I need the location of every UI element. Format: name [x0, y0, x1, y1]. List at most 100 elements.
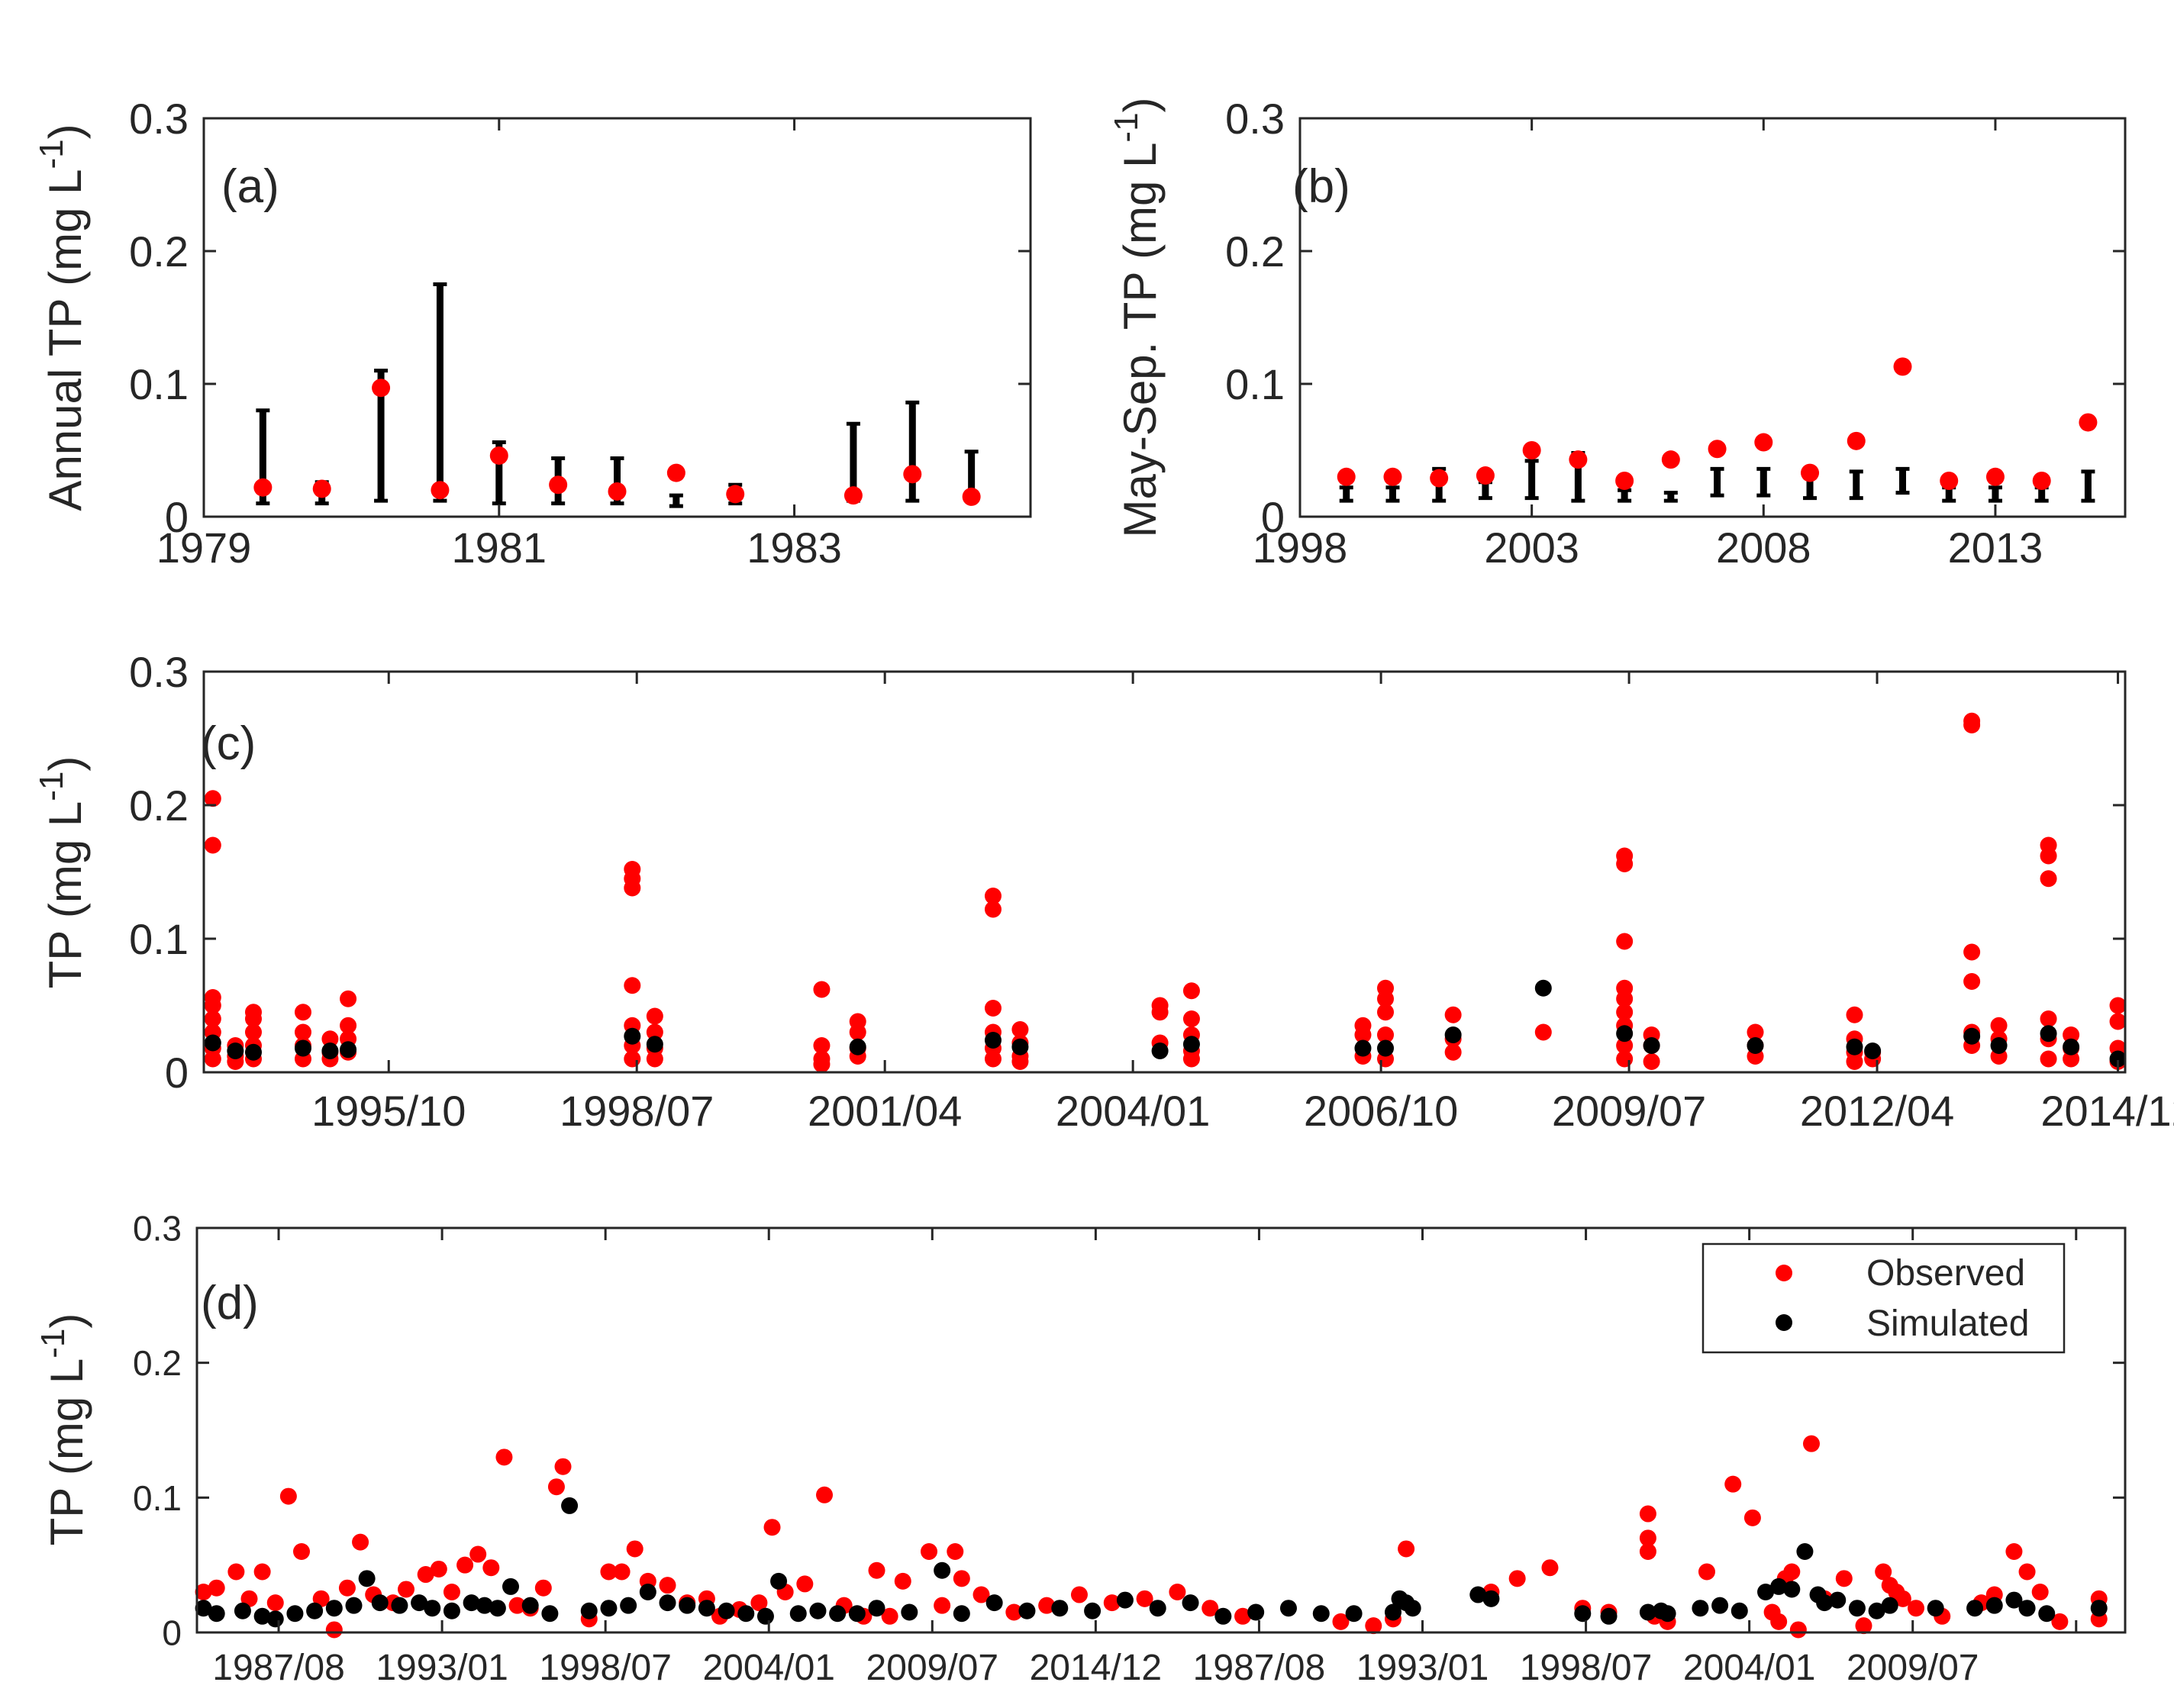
panel-d-observed-point: [279, 1487, 297, 1505]
panel-d-observed-point: [430, 1560, 447, 1577]
panel-c-observed-point: [244, 1023, 262, 1041]
panel-c-observed-point: [204, 1010, 221, 1027]
panel-d-simulated-point: [2090, 1600, 2108, 1617]
panel-c-observed-point: [1182, 982, 1200, 1000]
legend-observed-marker: [1776, 1265, 1792, 1281]
panel-d-observed-point: [508, 1597, 526, 1614]
panel-c-simulated-point: [1534, 979, 1552, 997]
panel-d-simulated-point: [424, 1600, 441, 1617]
panel-d-simulated-point: [1312, 1605, 1330, 1623]
panel-c-simulated-point: [1643, 1037, 1660, 1054]
panel-d-observed-point: [1169, 1584, 1186, 1600]
panel-d-observed-point: [626, 1540, 643, 1558]
panel-d-simulated-point: [934, 1561, 951, 1579]
panel-c-simulated-point: [2040, 1025, 2057, 1043]
panel-c-observed-point: [2040, 1050, 2057, 1068]
panel-c-observed-point: [2040, 1010, 2057, 1027]
panel-c-observed-point: [624, 879, 641, 897]
panel-d-simulated-point: [286, 1605, 304, 1623]
panel-d-observed-point: [1789, 1621, 1807, 1639]
panel-d-simulated-point: [1018, 1602, 1036, 1619]
panel-b-sim-range: [1895, 466, 1910, 495]
panel-b-ytick-label: 0.2: [1225, 227, 1285, 276]
panel-c-xtick-label: 2001/04: [808, 1087, 962, 1135]
panel-b-sim-range: [1339, 485, 1353, 503]
panel-d-observed-point: [482, 1559, 500, 1577]
panel-a-xtick-label: 1983: [747, 524, 842, 572]
panel-c-simulated-point: [321, 1043, 339, 1059]
panel-d-axes-box: [195, 1226, 2127, 1634]
panel-c-ytick-label: 0.1: [129, 915, 189, 963]
panel-d-simulated-point: [1770, 1577, 1788, 1595]
panel-d-xtick-label: 2009/07: [1847, 1648, 1979, 1688]
panel-d-observed-point: [1835, 1570, 1853, 1587]
panel-a-xtick-label: 1981: [451, 524, 547, 572]
panel-d-observed-point: [253, 1563, 271, 1581]
panel-a-sim-range: [669, 493, 683, 508]
panel-d-observed-point: [1332, 1613, 1350, 1630]
panel-d-simulated-point: [1469, 1586, 1487, 1603]
panel-c-observed-point: [2109, 997, 2127, 1014]
panel-d-simulated-point: [1848, 1600, 1866, 1617]
panel-b-observed-point: [1801, 463, 1820, 482]
panel-c-observed-point: [1846, 1053, 1863, 1070]
panel-d-observed-point: [1038, 1597, 1056, 1614]
panel-d-simulated-point: [737, 1605, 755, 1623]
panel-d-observed-point: [325, 1621, 343, 1639]
panel-c-simulated-point: [2063, 1038, 2080, 1055]
panel-d-simulated-point: [953, 1605, 970, 1623]
panel-d-simulated-point: [253, 1607, 271, 1625]
panel-d-observed-point: [1508, 1570, 1526, 1587]
panel-b-sim-range: [1524, 459, 1539, 501]
panel-c-xtick-label: 2014/12: [2040, 1087, 2174, 1135]
panel-c-ytick-label: 0.2: [129, 781, 189, 830]
panel-d-observed-point: [1770, 1613, 1788, 1630]
panel-a-sim-range: [905, 400, 920, 503]
panel-d-simulated-point: [391, 1597, 408, 1614]
panel-d-observed-point: [953, 1570, 970, 1587]
panel-d-simulated-point: [1482, 1590, 1500, 1607]
panel-c-simulated-point: [1846, 1038, 1863, 1055]
panel-d-simulated-point: [1574, 1605, 1592, 1623]
panel-c-observed-point: [984, 888, 1002, 904]
panel-d-simulated-point: [371, 1594, 389, 1612]
panel-d-simulated-point: [489, 1600, 506, 1617]
panel-a-axes-box: [202, 117, 1032, 518]
panel-b-sim-range: [1710, 466, 1724, 498]
panel-d-simulated-point: [848, 1605, 866, 1623]
panel-d-observed-point: [443, 1584, 460, 1600]
panel-d-simulated-point: [901, 1603, 918, 1621]
panel-d-simulated-point: [2005, 1591, 2023, 1609]
panel-d-simulated-point: [620, 1597, 637, 1614]
panel-b-sim-range: [1988, 485, 2002, 503]
panel-b-observed-point: [2032, 472, 2051, 491]
panel-d-observed-point: [1724, 1475, 1742, 1493]
panel-a-observed-point: [549, 475, 568, 495]
panel-c-observed-point: [1182, 1010, 1200, 1027]
panel-a: 0 0.1 0.2 0.3 1979 1981 1983 (a) Annual TP (mg…: [33, 95, 1032, 572]
panel-d-observed-point: [1541, 1559, 1559, 1577]
legend-box: [1701, 1242, 2066, 1354]
panel-d-observed-point: [554, 1458, 572, 1475]
panel-b-plot: [1337, 357, 2098, 503]
panel-c-observed-point: [1377, 990, 1395, 1007]
panel-d-simulated-point: [1829, 1591, 1847, 1609]
panel-c-observed-point: [1616, 856, 1634, 872]
panel-b-observed-point: [1430, 469, 1449, 488]
panel-c-xtick-label: 1995/10: [311, 1087, 466, 1135]
panel-d-observed-point: [947, 1543, 964, 1560]
panel-d-ytick-label: 0.2: [133, 1343, 182, 1383]
panel-a-ytick-label: 0.3: [129, 95, 189, 143]
panel-d-observed-point: [1136, 1590, 1153, 1607]
panel-a-observed-point: [903, 465, 922, 484]
panel-c-observed-point: [1616, 990, 1634, 1007]
legend-observed-label: Observed: [1866, 1253, 2025, 1294]
panel-d-simulated-point: [1881, 1597, 1898, 1614]
legend-simulated-label: Simulated: [1866, 1304, 2029, 1344]
panel-c-observed-point: [204, 836, 221, 854]
panel-b-ytick-label: 0.3: [1225, 95, 1285, 143]
panel-d-simulated-point: [1868, 1602, 1885, 1619]
panel-d-xtick-label: 1998/07: [1520, 1648, 1653, 1688]
panel-c-observed-point: [1182, 1050, 1200, 1068]
panel-d-xtick-label: 2004/01: [702, 1648, 835, 1688]
